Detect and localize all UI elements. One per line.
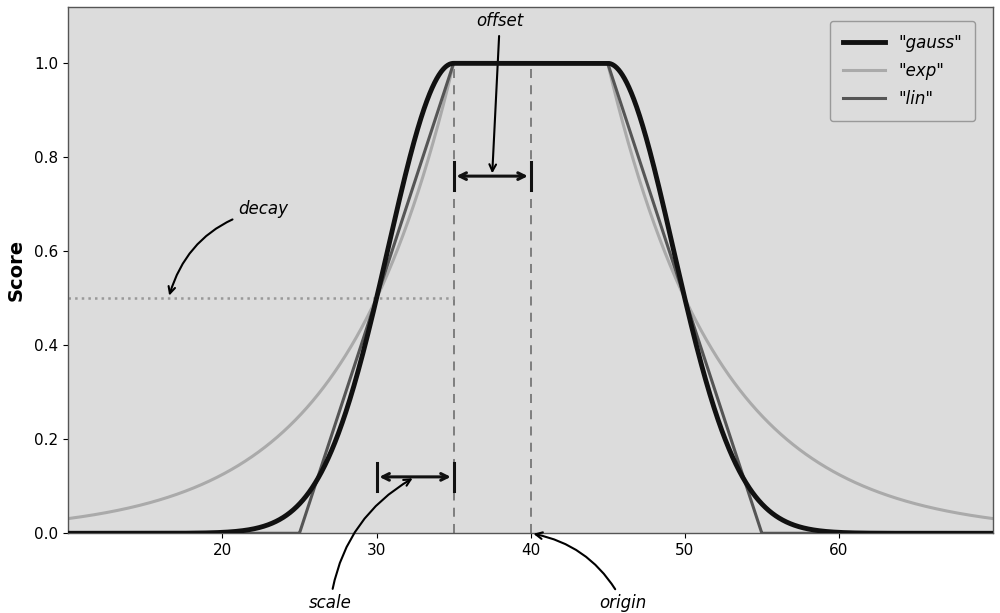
Legend: "gauss", "exp", "lin": "gauss", "exp", "lin" [830,21,975,121]
Text: scale: scale [309,479,411,612]
Text: decay: decay [169,200,288,294]
Text: origin: origin [536,532,647,612]
Y-axis label: Score: Score [7,239,26,301]
Text: offset: offset [476,12,523,171]
